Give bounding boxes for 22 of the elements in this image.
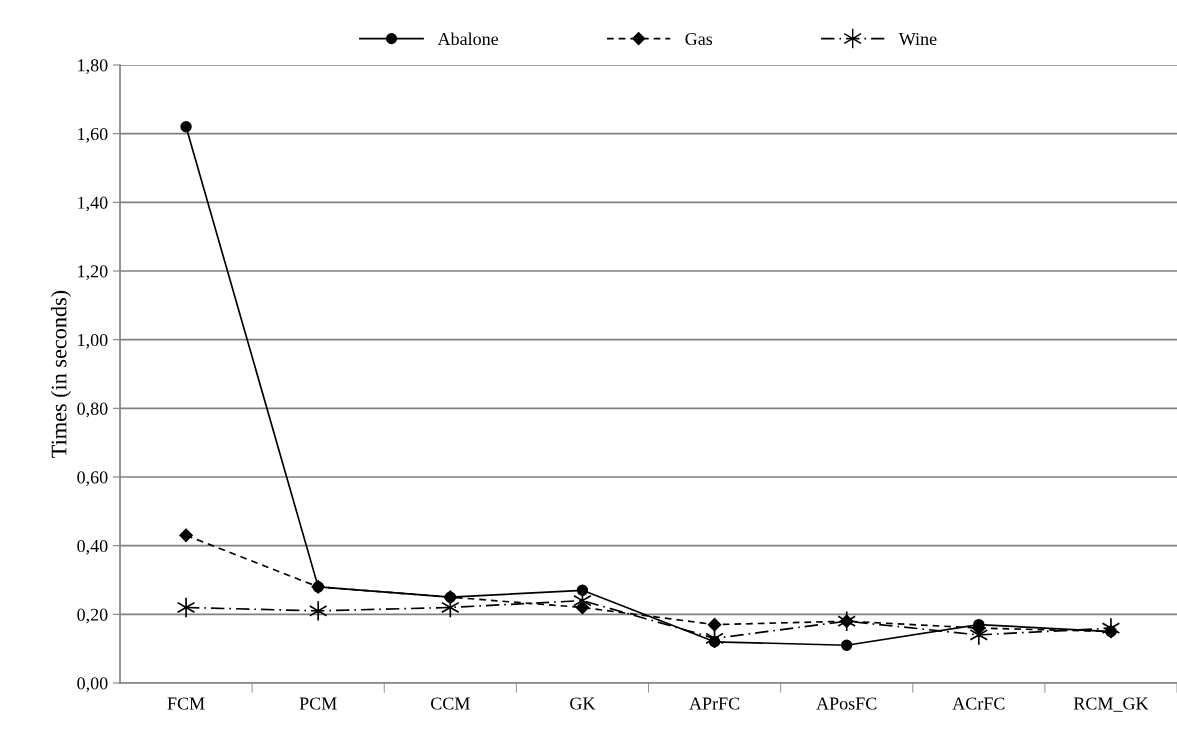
y-tick-label: 1,60 <box>78 127 108 143</box>
x-tick-label: FCM <box>167 697 205 710</box>
x-tick-label: CCM <box>430 697 470 710</box>
x-tick-label: APosFC <box>816 697 877 710</box>
y-tick-label: 0,80 <box>77 402 108 418</box>
y-tick-label: 0,00 <box>77 677 108 693</box>
legend-label: Abalone <box>437 32 499 46</box>
y-tick-label: 0,60 <box>77 471 108 487</box>
y-tick-label: 1,00 <box>78 333 108 349</box>
y-tick-label: 0,20 <box>77 608 108 624</box>
x-tick-label: RCM_GK <box>1073 697 1149 712</box>
y-tick-label: 1,40 <box>78 196 108 212</box>
y-axis-title: Times (in seconds) <box>50 290 72 458</box>
x-tick-label: GK <box>570 697 596 710</box>
x-tick-label: ACrFC <box>952 697 1005 710</box>
legend-label: Wine <box>898 32 937 46</box>
legend-label: Gas <box>685 32 713 46</box>
y-tick-label: 0,40 <box>77 539 108 555</box>
x-tick-label: APrFC <box>689 697 740 710</box>
x-tick-label: PCM <box>299 697 337 710</box>
y-tick-label: 1,20 <box>78 265 108 281</box>
y-tick-label: 1,80 <box>78 59 108 75</box>
